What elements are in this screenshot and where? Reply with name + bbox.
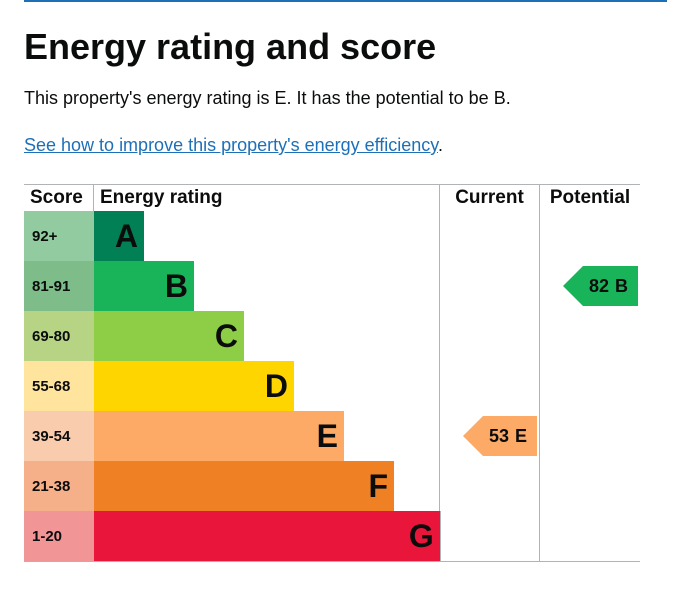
rating-bar: G <box>94 511 440 561</box>
potential-cell <box>540 211 640 261</box>
section-top-rule <box>24 0 667 2</box>
marker-score: 53 <box>489 426 509 447</box>
potential-marker: 82 B <box>583 266 638 306</box>
potential-cell <box>540 361 640 411</box>
rating-bar: B <box>94 261 194 311</box>
current-cell <box>440 211 540 261</box>
improve-link-suffix: . <box>438 135 443 155</box>
score-cell: 39-54 <box>24 411 94 461</box>
page-title: Energy rating and score <box>24 26 667 68</box>
col-header-potential: Potential <box>540 185 640 211</box>
rating-row-b: 81-91B82B <box>24 261 640 311</box>
current-cell <box>440 361 540 411</box>
rating-bar: C <box>94 311 244 361</box>
rating-bar: E <box>94 411 344 461</box>
marker-arrow-icon <box>563 266 583 306</box>
current-marker: 53 E <box>483 416 537 456</box>
marker-score: 82 <box>589 276 609 297</box>
improve-link[interactable]: See how to improve this property's energ… <box>24 135 438 155</box>
current-cell <box>440 311 540 361</box>
potential-cell <box>540 461 640 511</box>
bar-cell: G <box>94 511 441 561</box>
bar-cell: E <box>94 411 440 461</box>
potential-cell <box>540 411 640 461</box>
rating-row-c: 69-80C <box>24 311 640 361</box>
marker-arrow-icon <box>463 416 483 456</box>
epc-chart: Score Energy rating Current Potential 92… <box>24 184 640 562</box>
potential-cell <box>540 511 640 561</box>
bar-cell: C <box>94 311 440 361</box>
score-cell: 21-38 <box>24 461 94 511</box>
bar-cell: F <box>94 461 440 511</box>
current-cell <box>440 461 540 511</box>
score-cell: 92+ <box>24 211 94 261</box>
bar-cell: A <box>94 211 440 261</box>
score-cell: 69-80 <box>24 311 94 361</box>
current-cell <box>441 511 541 561</box>
marker-letter: E <box>515 426 527 447</box>
score-cell: 81-91 <box>24 261 94 311</box>
chart-rows: 92+A81-91B82B69-80C55-68D39-54E53E21-38F… <box>24 211 640 561</box>
bar-cell: B <box>94 261 440 311</box>
improve-link-line: See how to improve this property's energ… <box>24 135 667 156</box>
marker-letter: B <box>615 276 628 297</box>
col-header-current: Current <box>440 185 540 211</box>
rating-row-f: 21-38F <box>24 461 640 511</box>
current-cell <box>440 261 540 311</box>
potential-cell <box>540 311 640 361</box>
rating-row-g: 1-20G <box>24 511 640 561</box>
rating-row-d: 55-68D <box>24 361 640 411</box>
chart-header-row: Score Energy rating Current Potential <box>24 185 640 211</box>
col-header-score: Score <box>24 185 94 211</box>
rating-row-a: 92+A <box>24 211 640 261</box>
current-cell: 53 E <box>440 411 540 461</box>
rating-bar: D <box>94 361 294 411</box>
score-cell: 55-68 <box>24 361 94 411</box>
rating-bar: A <box>94 211 144 261</box>
rating-bar: F <box>94 461 394 511</box>
col-header-rating: Energy rating <box>94 185 440 211</box>
score-cell: 1-20 <box>24 511 94 561</box>
bar-cell: D <box>94 361 440 411</box>
intro-text: This property's energy rating is E. It h… <box>24 88 667 109</box>
rating-row-e: 39-54E53E <box>24 411 640 461</box>
potential-cell: 82 B <box>540 261 640 311</box>
